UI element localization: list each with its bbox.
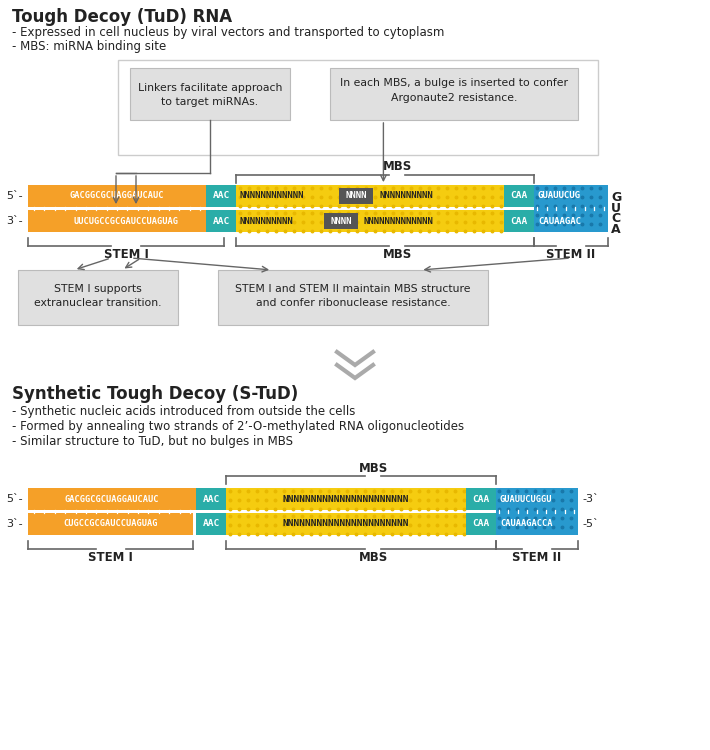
Text: GUAUUCUGGU: GUAUUCUGGU bbox=[500, 494, 552, 503]
Bar bbox=[496, 488, 578, 535]
Text: NNNNNNNNNN: NNNNNNNNNN bbox=[380, 191, 434, 200]
Text: STEM II: STEM II bbox=[513, 551, 562, 564]
Text: STEM I and STEM II maintain MBS structure: STEM I and STEM II maintain MBS structur… bbox=[235, 284, 471, 294]
Text: CAA: CAA bbox=[472, 520, 490, 529]
Text: GACGGCGCUAGGAUCAUC: GACGGCGCUAGGAUCAUC bbox=[65, 494, 159, 503]
Text: NNNNNNNNNNNNNNNNNNNNNN: NNNNNNNNNNNNNNNNNNNNNN bbox=[283, 494, 409, 503]
Text: AAC: AAC bbox=[212, 191, 229, 200]
Text: CAA: CAA bbox=[510, 217, 528, 226]
Text: NNNNNNNNNNNNN: NNNNNNNNNNNNN bbox=[364, 217, 434, 226]
Bar bbox=[28, 513, 193, 535]
Text: CAUAAGAC: CAUAAGAC bbox=[538, 217, 581, 226]
Text: - Expressed in cell nucleus by viral vectors and transported to cytoplasm: - Expressed in cell nucleus by viral vec… bbox=[12, 26, 444, 39]
Bar bbox=[28, 488, 196, 510]
Bar bbox=[28, 185, 206, 207]
Text: MBS: MBS bbox=[383, 160, 412, 173]
Text: -5`: -5` bbox=[582, 519, 599, 529]
Bar bbox=[28, 210, 224, 232]
Text: C: C bbox=[611, 212, 620, 225]
Bar bbox=[534, 185, 608, 232]
Text: UUCUGCCGCGAUCCUAGUAG: UUCUGCCGCGAUCCUAGUAG bbox=[74, 217, 178, 226]
Text: STEM II: STEM II bbox=[547, 248, 596, 261]
Bar bbox=[466, 513, 496, 535]
Text: Synthetic Tough Decoy (S-TuD): Synthetic Tough Decoy (S-TuD) bbox=[12, 385, 298, 403]
Text: Tough Decoy (TuD) RNA: Tough Decoy (TuD) RNA bbox=[12, 8, 232, 26]
Text: In each MBS, a bulge is inserted to confer: In each MBS, a bulge is inserted to conf… bbox=[340, 78, 568, 88]
Text: U: U bbox=[611, 202, 621, 215]
Bar bbox=[466, 488, 496, 510]
Bar bbox=[196, 488, 226, 510]
Text: AAC: AAC bbox=[202, 494, 219, 503]
Text: CUGCCGCGAUCCUAGUAG: CUGCCGCGAUCCUAGUAG bbox=[63, 520, 158, 529]
Text: Argonaute2 resistance.: Argonaute2 resistance. bbox=[391, 93, 517, 103]
Text: MBS: MBS bbox=[359, 462, 388, 475]
Text: CAA: CAA bbox=[472, 494, 490, 503]
Bar bbox=[206, 185, 236, 207]
Text: STEM I: STEM I bbox=[104, 248, 148, 261]
Bar bbox=[236, 185, 504, 207]
Bar bbox=[226, 513, 466, 535]
Text: and confer ribonuclease resistance.: and confer ribonuclease resistance. bbox=[256, 298, 450, 308]
Text: STEM I supports: STEM I supports bbox=[54, 284, 142, 294]
Bar bbox=[118, 60, 598, 155]
Text: STEM I: STEM I bbox=[88, 551, 133, 564]
Text: -3`: -3` bbox=[582, 494, 599, 504]
Text: NNNNNNNNNN: NNNNNNNNNN bbox=[240, 217, 294, 226]
Bar bbox=[18, 270, 178, 325]
Bar bbox=[339, 188, 373, 204]
Text: 3`-: 3`- bbox=[6, 519, 23, 529]
Text: MBS: MBS bbox=[359, 551, 388, 564]
Text: - Synthetic nucleic acids introduced from outside the cells: - Synthetic nucleic acids introduced fro… bbox=[12, 405, 356, 418]
Bar bbox=[504, 185, 534, 207]
Bar bbox=[330, 68, 578, 120]
Text: GUAUUCUG: GUAUUCUG bbox=[538, 191, 581, 200]
Text: 5`-: 5`- bbox=[6, 494, 23, 504]
Bar bbox=[130, 68, 290, 120]
Text: NNNNNNNNNNNNNNNNNNNNNN: NNNNNNNNNNNNNNNNNNNNNN bbox=[283, 520, 409, 529]
Bar bbox=[196, 513, 226, 535]
Text: - Similar structure to TuD, but no bulges in MBS: - Similar structure to TuD, but no bulge… bbox=[12, 435, 293, 448]
Text: - Formed by annealing two strands of 2’-O-methylated RNA oligonucleotides: - Formed by annealing two strands of 2’-… bbox=[12, 420, 464, 433]
Text: CAA: CAA bbox=[510, 191, 528, 200]
Text: A: A bbox=[611, 223, 621, 236]
Text: Linkers facilitate approach: Linkers facilitate approach bbox=[138, 83, 282, 93]
Text: MBS: MBS bbox=[383, 248, 412, 261]
Bar bbox=[504, 210, 534, 232]
Text: 5`-: 5`- bbox=[6, 191, 23, 201]
Text: GACGGCGCUAGGAUCAUC: GACGGCGCUAGGAUCAUC bbox=[70, 191, 164, 200]
Text: CAUAAGACCA: CAUAAGACCA bbox=[500, 520, 552, 529]
Bar bbox=[226, 488, 466, 510]
Bar bbox=[218, 270, 488, 325]
Text: to target miRNAs.: to target miRNAs. bbox=[161, 97, 258, 107]
Bar bbox=[236, 210, 504, 232]
Text: NNNNNNNNNNNN: NNNNNNNNNNNN bbox=[240, 191, 305, 200]
Text: - MBS: miRNA binding site: - MBS: miRNA binding site bbox=[12, 40, 166, 53]
Text: NNNN: NNNN bbox=[345, 191, 367, 200]
Bar bbox=[206, 210, 236, 232]
Text: AAC: AAC bbox=[202, 520, 219, 529]
Text: G: G bbox=[611, 191, 621, 204]
Text: 3`-: 3`- bbox=[6, 216, 23, 226]
Text: NNNN: NNNN bbox=[330, 217, 351, 226]
Text: extranuclear transition.: extranuclear transition. bbox=[34, 298, 162, 308]
Text: AAC: AAC bbox=[212, 217, 229, 226]
Bar bbox=[324, 213, 358, 229]
